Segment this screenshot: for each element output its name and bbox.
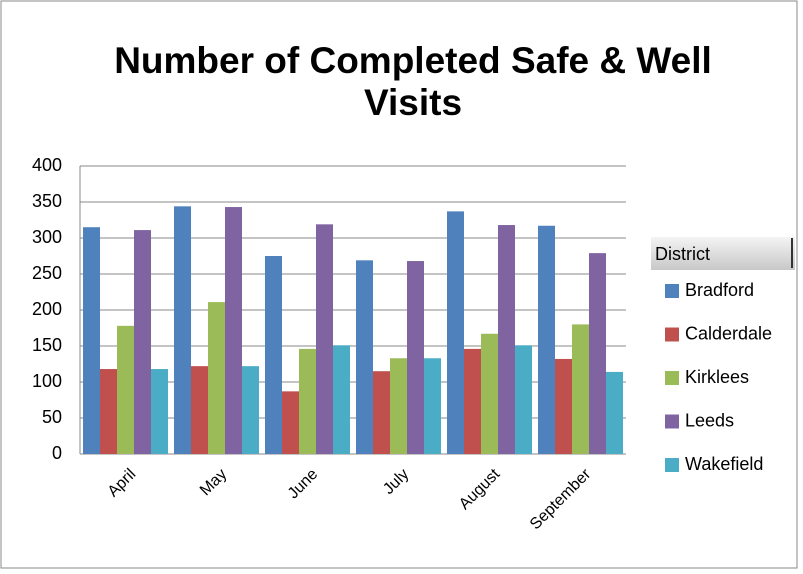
y-tick-label: 50	[42, 407, 62, 427]
bar	[316, 224, 333, 454]
y-tick-label: 400	[32, 155, 62, 175]
bar	[464, 348, 481, 454]
legend-label: Kirklees	[685, 367, 749, 387]
y-tick-label: 150	[32, 335, 62, 355]
bar	[373, 371, 390, 454]
chart-title: Number of Completed Safe & Well Visits	[114, 40, 712, 123]
y-tick-label: 250	[32, 263, 62, 283]
legend-swatch	[665, 414, 679, 429]
legend-header	[651, 237, 795, 270]
bar	[481, 333, 498, 454]
bar	[572, 324, 589, 454]
y-tick-label: 0	[52, 443, 62, 463]
bar	[265, 256, 282, 454]
bar	[282, 391, 299, 454]
bar	[225, 207, 242, 454]
bar	[191, 366, 208, 454]
legend-swatch	[665, 458, 679, 472]
bar	[589, 253, 606, 454]
bar	[100, 369, 117, 454]
y-tick-label: 300	[32, 227, 62, 247]
legend-label: Leeds	[685, 410, 734, 430]
bar	[208, 302, 225, 454]
bar	[151, 369, 168, 454]
y-tick-label: 350	[32, 191, 62, 211]
bar	[447, 211, 464, 454]
bar	[538, 225, 555, 454]
y-tick-label: 100	[32, 371, 62, 391]
bar	[83, 227, 100, 454]
bar	[242, 366, 259, 454]
legend-label: Calderdale	[685, 323, 772, 343]
bar	[174, 206, 191, 454]
bar	[356, 260, 373, 454]
bar	[407, 261, 424, 454]
bar	[299, 348, 316, 454]
bar	[117, 325, 134, 454]
legend-label: Bradford	[685, 280, 754, 300]
bar	[134, 230, 151, 454]
legend-title: District	[655, 244, 710, 264]
y-tick-label: 200	[32, 299, 62, 319]
legend-swatch	[665, 284, 679, 298]
bar	[498, 225, 515, 454]
bar	[390, 358, 407, 454]
bar	[606, 371, 623, 454]
bar	[515, 345, 532, 454]
bar	[333, 345, 350, 454]
legend-label: Wakefield	[685, 454, 763, 474]
legend-swatch	[665, 371, 679, 385]
bar	[424, 358, 441, 454]
bar	[555, 358, 572, 454]
legend-swatch	[665, 327, 679, 342]
